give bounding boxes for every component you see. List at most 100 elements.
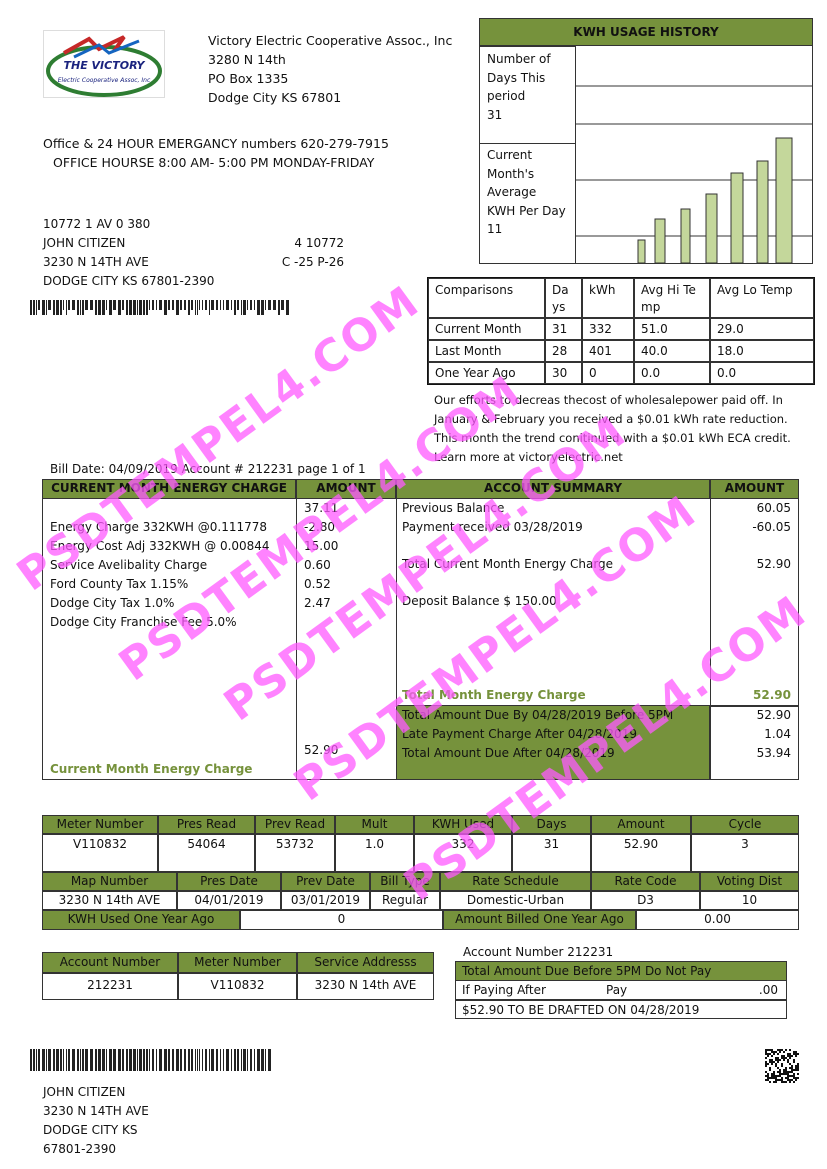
bar-stripe [38,1049,40,1071]
stub-header: Meter Number [178,952,297,973]
remit-pay: Pay [606,983,628,997]
mailing-line: 3230 N 14TH AVE [43,1104,149,1118]
bar-stripe [188,1049,190,1071]
qr-module [783,1059,785,1061]
qr-code [765,1049,799,1083]
comparisons-header: Avg Lo Temp [710,278,814,318]
bar-stripe [247,1049,248,1071]
qr-module [767,1049,769,1051]
bar-stripe [191,1049,193,1071]
qr-module [791,1055,793,1057]
due-amount: 1.04 [764,727,791,741]
charge-total-label: Current Month Energy Charge [50,762,253,776]
bar-stripe [149,1049,150,1071]
bar-stripe [72,1049,75,1071]
bar-stripe [143,1049,145,1071]
bar-stripe [137,1049,138,1071]
bar-stripe [159,1049,162,1071]
bar-stripe [56,1049,59,1071]
comparisons-cell: 332 [582,318,634,340]
qr-module [771,1063,773,1065]
due-label: Late Payment Charge After 04/28/2019 [402,727,637,741]
qr-module [765,1061,767,1063]
barcode [30,1049,271,1071]
qr-module [783,1069,785,1071]
bar-stripe [118,1049,121,1071]
bar-stripe [156,1049,157,1071]
comparisons-cell: 0.0 [634,362,710,384]
meter-header: Days [512,815,591,834]
bar-stripe [80,300,81,315]
qr-module [777,1049,779,1051]
qr-module [777,1059,779,1061]
bar-stripe [66,300,67,315]
comparisons-cell: Current Month [428,318,545,340]
bar-stripe [102,300,105,315]
meter-value: 10 [700,891,799,910]
section-header: CURRENT MONTH ENERGY CHARGE [42,479,296,499]
bar-stripe [98,1049,101,1071]
qr-module [783,1081,785,1083]
logo: THE VICTORY Electric Cooperative Assoc, … [43,30,165,98]
qr-module [787,1071,789,1073]
qr-module [789,1053,791,1055]
qr-module [779,1049,781,1051]
customer-code: C -25 P-26 [281,255,344,269]
qr-module [779,1059,781,1061]
bar-stripe [268,1049,271,1071]
remit-paying: If Paying After [455,980,787,1000]
hours-line: OFFICE HOURSE 8:00 AM- 5:00 PM MONDAY-FR… [53,155,375,170]
bar-stripe [109,300,112,315]
bar-stripe [126,300,128,315]
stub-value: V110832 [178,973,297,1000]
qr-module [769,1067,771,1069]
qr-module [791,1067,793,1069]
qr-module [797,1067,799,1069]
kwh-chart [575,85,812,263]
note-line: This month the trend conitinued with a $… [434,431,791,445]
comparisons-cell: 18.0 [710,340,814,362]
bar-stripe [202,1049,203,1071]
bar-stripe [199,1049,200,1071]
bar-stripe [195,300,196,315]
qr-module [795,1053,797,1055]
qr-module [767,1063,769,1065]
bill-line: Bill Date: 04/09/2019 Account # 212231 p… [50,462,366,476]
charge-amount: 0.52 [304,577,331,591]
bar-stripe [82,1049,84,1071]
qr-module [789,1071,791,1073]
charge-label: Service Avelibality Charge [50,558,208,572]
qr-module [787,1073,789,1075]
bar-stripe [143,300,145,315]
meter-header: Amount [591,815,691,834]
qr-module [771,1077,773,1079]
bar-stripe [72,300,75,310]
bar-stripe [126,1049,128,1071]
qr-module [793,1053,795,1055]
meter-value: 03/01/2019 [281,891,370,910]
column-rule [710,479,711,780]
bar-stripe [172,1049,174,1071]
bar-stripe [42,300,45,315]
qr-module [789,1055,791,1057]
bar-stripe [223,300,224,310]
bar-stripe [60,1049,62,1071]
bar-stripe [53,1049,55,1071]
comparisons-cell: 0 [582,362,634,384]
qr-module [777,1071,779,1073]
qr-module [781,1049,783,1051]
qr-module [779,1075,781,1077]
qr-module [781,1065,783,1067]
bar-stripe [30,300,32,315]
bar-stripe [243,300,246,315]
meter-value: 3230 N 14th AVE [42,891,177,910]
bar-stripe [122,300,124,310]
qr-module [791,1075,793,1077]
qr-module [765,1053,767,1055]
qr-module [789,1049,791,1051]
bar-stripe [286,300,289,315]
comparisons-header: Comparisons [428,278,545,318]
meter-value: 1.0 [335,834,414,872]
qr-module [773,1061,775,1063]
qr-module [797,1053,799,1055]
